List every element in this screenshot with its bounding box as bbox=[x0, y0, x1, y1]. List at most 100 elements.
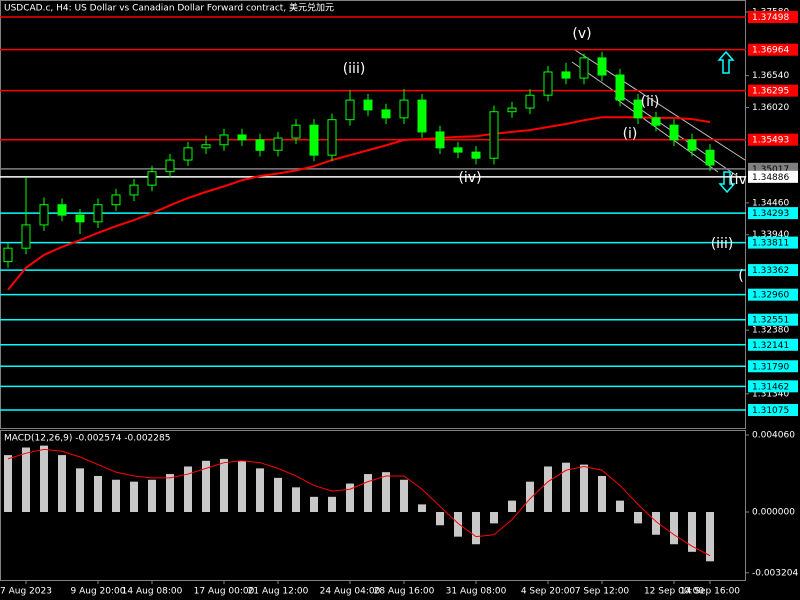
macd-bar bbox=[544, 466, 552, 512]
candle-body bbox=[489, 111, 499, 159]
candle-body bbox=[543, 71, 553, 96]
wave-label: (i) bbox=[623, 126, 638, 142]
x-tick-label: 17 Aug 00:00 bbox=[194, 587, 255, 597]
candle-body bbox=[363, 99, 373, 111]
wave-label: (ii) bbox=[641, 94, 660, 110]
level-label: 1.31462 bbox=[752, 382, 789, 392]
candle-body bbox=[507, 107, 517, 113]
level-label: 1.36295 bbox=[752, 87, 789, 97]
candle-body bbox=[309, 124, 319, 156]
y-tick-label: 1.36540 bbox=[752, 71, 789, 81]
candle-body bbox=[435, 131, 445, 149]
macd-bar bbox=[76, 468, 84, 512]
candle-body bbox=[183, 147, 193, 161]
macd-bar bbox=[112, 479, 120, 512]
level-label-box bbox=[748, 11, 798, 24]
level-label: 1.32551 bbox=[752, 316, 789, 326]
y-tick-label: 1.31340 bbox=[752, 389, 789, 399]
level-label-box bbox=[748, 338, 798, 351]
level-label-box bbox=[748, 84, 798, 97]
wave-label: ( bbox=[738, 268, 743, 284]
level-label-box bbox=[748, 380, 798, 393]
y-tick-label: 1.34460 bbox=[752, 198, 789, 208]
x-tick-label: 4 Sep 20:00 bbox=[521, 587, 576, 597]
candle-body bbox=[291, 124, 301, 139]
candle-body bbox=[633, 99, 643, 119]
macd-bar bbox=[364, 474, 372, 512]
macd-bar bbox=[292, 487, 300, 512]
macd-bar bbox=[598, 475, 606, 512]
level-label: 1.31790 bbox=[752, 362, 789, 372]
candle-body bbox=[129, 184, 139, 196]
wave-label: (iv) bbox=[458, 170, 481, 186]
level-label-box bbox=[748, 288, 798, 301]
candle-body bbox=[381, 109, 391, 119]
candle-body bbox=[615, 74, 625, 101]
macd-bar bbox=[706, 511, 714, 562]
wave-label: (iii) bbox=[711, 236, 734, 252]
level-label-box bbox=[748, 313, 798, 326]
x-tick-label: 28 Aug 16:00 bbox=[374, 587, 435, 597]
macd-panel-frame bbox=[0, 430, 746, 581]
x-tick-label: 21 Aug 12:00 bbox=[248, 587, 309, 597]
candle-body bbox=[165, 159, 175, 173]
level-label: 1.36964 bbox=[752, 46, 789, 56]
level-label-box bbox=[748, 404, 798, 417]
macd-bar bbox=[670, 511, 678, 545]
candle-body bbox=[147, 171, 157, 186]
level-label: 1.32960 bbox=[752, 291, 789, 301]
x-tick-label: 31 Aug 08:00 bbox=[446, 587, 507, 597]
macd-bar bbox=[382, 472, 390, 512]
macd-bar bbox=[472, 511, 480, 545]
macd-bar bbox=[130, 481, 138, 512]
level-label: 1.34293 bbox=[752, 209, 789, 219]
x-tick-label: 7 Aug 2023 bbox=[0, 587, 52, 597]
candle-body bbox=[471, 151, 481, 159]
candle-body bbox=[111, 194, 121, 206]
macd-bar bbox=[490, 511, 498, 524]
level-label: 1.37498 bbox=[752, 13, 789, 23]
macd-bar bbox=[202, 460, 210, 512]
macd-bar bbox=[166, 474, 174, 512]
candle-body bbox=[273, 137, 283, 151]
level-label-box bbox=[748, 236, 798, 249]
macd-bar bbox=[346, 483, 354, 512]
macd-bar bbox=[652, 511, 660, 535]
chart-layer: 1.375801.365401.360201.344601.339401.323… bbox=[0, 7, 798, 597]
candle-body bbox=[651, 117, 661, 126]
level-label: 1.34886 bbox=[752, 173, 789, 183]
candle-body bbox=[219, 134, 229, 146]
x-tick-label: 14 Sep 16:00 bbox=[680, 587, 740, 597]
macd-bar bbox=[634, 511, 642, 524]
candle-body bbox=[327, 119, 337, 156]
candle-body bbox=[687, 139, 697, 151]
candle-body bbox=[39, 204, 49, 226]
level-label: 1.32141 bbox=[752, 341, 789, 351]
y-tick-label: 1.33940 bbox=[752, 230, 789, 240]
y-tick-label: 1.36020 bbox=[752, 103, 789, 113]
candle-body bbox=[345, 99, 355, 121]
macd-y-tick-label: 0.000000 bbox=[752, 507, 795, 517]
macd-bar bbox=[274, 477, 282, 512]
candle-body bbox=[669, 124, 679, 141]
up-arrow bbox=[717, 50, 735, 74]
macd-bar bbox=[508, 500, 516, 512]
macd-bar bbox=[22, 447, 30, 512]
macd-bar bbox=[184, 466, 192, 512]
level-label-box bbox=[748, 360, 798, 373]
macd-bar bbox=[400, 479, 408, 512]
macd-bar bbox=[454, 511, 462, 537]
level-label-box bbox=[748, 133, 798, 146]
macd-title: MACD(12,26,9) -0.002574 -0.002285 bbox=[4, 434, 170, 444]
level-label: 1.33811 bbox=[752, 239, 789, 249]
wave-label: (iii) bbox=[343, 61, 366, 77]
level-label-box bbox=[748, 43, 798, 56]
macd-bar bbox=[616, 500, 624, 512]
candle-body bbox=[201, 144, 211, 149]
macd-bar bbox=[148, 479, 156, 512]
candle-body bbox=[255, 139, 265, 151]
candle-body bbox=[579, 57, 589, 79]
candle-body bbox=[597, 57, 607, 76]
macd-bar bbox=[688, 511, 696, 552]
macd-bar bbox=[40, 445, 48, 512]
